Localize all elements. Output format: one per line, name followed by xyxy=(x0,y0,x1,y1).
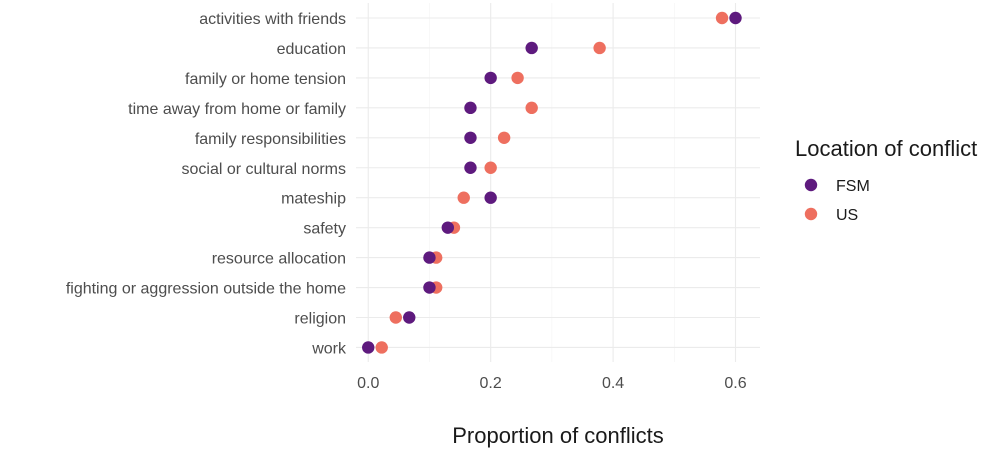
category-label: time away from home or family xyxy=(128,101,346,118)
x-tick-label: 0.2 xyxy=(480,375,502,392)
point-us xyxy=(457,191,470,204)
point-fsm xyxy=(729,11,742,25)
category-label: resource allocation xyxy=(212,251,346,268)
category-label: religion xyxy=(294,311,346,328)
point-us xyxy=(375,341,388,354)
category-label: family or home tension xyxy=(185,71,346,88)
point-us xyxy=(511,71,524,85)
point-us xyxy=(715,11,729,25)
grid xyxy=(356,3,760,362)
x-tick-label: 0.0 xyxy=(357,375,379,392)
point-fsm xyxy=(525,41,538,55)
legend-items: FSM US xyxy=(804,178,870,224)
point-fsm xyxy=(464,131,477,144)
legend-label-fsm: FSM xyxy=(836,178,870,195)
point-fsm xyxy=(362,341,375,354)
point-us xyxy=(484,161,497,174)
category-label: family responsibilities xyxy=(195,131,346,148)
data-points xyxy=(362,11,742,354)
point-fsm xyxy=(423,281,436,294)
point-fsm xyxy=(464,101,477,115)
point-us xyxy=(389,311,402,324)
x-axis-title: Proportion of conflicts xyxy=(452,423,664,448)
x-tick-label: 0.6 xyxy=(724,375,746,392)
category-label: mateship xyxy=(281,191,346,208)
point-us xyxy=(525,101,538,115)
point-fsm xyxy=(441,221,455,234)
legend-label-us: US xyxy=(836,207,858,224)
category-labels: activities with friends education family o… xyxy=(66,11,347,357)
category-label: safety xyxy=(303,221,346,238)
legend-swatch-fsm xyxy=(804,178,818,192)
legend: Location of conflict FSM US xyxy=(795,136,977,224)
point-fsm xyxy=(484,191,497,204)
x-tick-label: 0.4 xyxy=(602,375,624,392)
legend-title: Location of conflict xyxy=(795,136,977,161)
category-label: education xyxy=(277,41,346,58)
point-fsm xyxy=(464,161,477,174)
point-us xyxy=(593,41,606,55)
point-fsm xyxy=(423,251,436,264)
point-fsm xyxy=(403,311,416,324)
point-us xyxy=(497,131,511,144)
legend-swatch-us xyxy=(804,207,818,221)
category-label: social or cultural norms xyxy=(182,161,347,178)
x-tick-labels: 0.0 0.2 0.4 0.6 xyxy=(357,375,747,392)
point-fsm xyxy=(484,71,497,85)
category-label: work xyxy=(311,340,347,357)
category-label: fighting or aggression outside the home xyxy=(66,281,346,298)
category-label: activities with friends xyxy=(199,11,346,28)
